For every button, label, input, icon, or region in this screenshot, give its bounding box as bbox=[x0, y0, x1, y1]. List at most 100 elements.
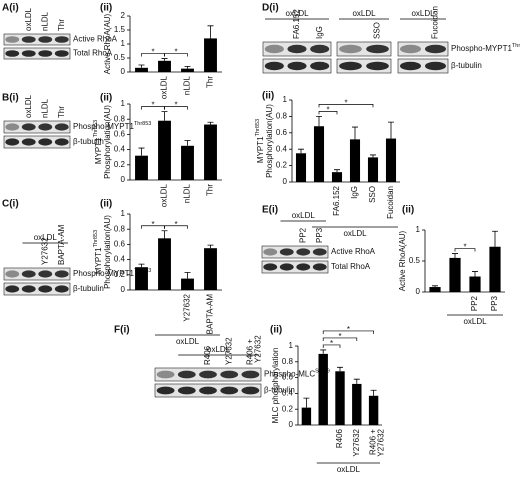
blot-band bbox=[54, 123, 69, 131]
significance-bracket bbox=[454, 248, 476, 252]
blot-row-label-text: β-tubulin bbox=[451, 61, 482, 70]
x-tick-label-line: R406 + bbox=[369, 429, 378, 455]
blot-band bbox=[287, 44, 307, 54]
blot-band bbox=[339, 44, 362, 54]
error-bar bbox=[207, 25, 214, 39]
y-axis-label: Phosphorylation(AU) bbox=[265, 104, 274, 178]
y-axis-label-sup: Thr853 bbox=[93, 120, 99, 137]
x-tick-label: IgG bbox=[350, 186, 359, 199]
y-tick-label: 0.5 bbox=[409, 256, 421, 265]
blot-band bbox=[310, 61, 330, 71]
significance-bracket bbox=[318, 104, 374, 108]
blot-band bbox=[425, 61, 446, 71]
y-axis-label: MYPT1Thr853 bbox=[93, 120, 103, 164]
panel-label: (ii) bbox=[100, 199, 112, 210]
significance-star: * bbox=[174, 101, 177, 110]
lane-label: FA6.152 bbox=[292, 9, 301, 39]
lane-label: PP2 bbox=[298, 227, 307, 243]
x-tick-label: BAPTA-AM bbox=[206, 294, 215, 335]
error-bar bbox=[184, 272, 191, 279]
blot-band bbox=[21, 270, 36, 278]
significance-star: * bbox=[151, 101, 154, 110]
x-tick-label: Y27632 bbox=[352, 428, 361, 456]
blot-band bbox=[366, 44, 389, 54]
blot-band bbox=[21, 123, 36, 131]
blot-band bbox=[38, 36, 53, 43]
x-tick-label: SSO bbox=[368, 186, 377, 203]
y-axis-label: MYPT1Thr853 bbox=[255, 119, 265, 163]
blot-band bbox=[263, 248, 278, 256]
blot-band bbox=[21, 36, 36, 43]
blot-row-label-text: Total RhoA bbox=[331, 262, 371, 271]
blot-row-label: Total RhoA bbox=[73, 49, 113, 58]
significance-star: * bbox=[344, 99, 347, 108]
panel-label: F(i) bbox=[114, 325, 130, 336]
blot-band bbox=[177, 370, 196, 379]
y-axis-label-sup: Thr853 bbox=[93, 230, 99, 247]
blot-band bbox=[241, 386, 260, 395]
blot-band bbox=[312, 248, 327, 256]
significance-bracket bbox=[318, 111, 338, 115]
error-bar bbox=[138, 64, 145, 68]
y-tick-label: 0 bbox=[121, 67, 126, 76]
blot-band bbox=[5, 285, 20, 293]
y-tick-label: 1 bbox=[416, 225, 421, 234]
y-tick-label: 1 bbox=[121, 39, 126, 48]
y-tick-label: 2 bbox=[121, 11, 126, 20]
blot-band bbox=[310, 44, 330, 54]
bar bbox=[449, 257, 461, 292]
blot-strip bbox=[3, 267, 71, 281]
y-tick-label: 0.2 bbox=[114, 160, 126, 169]
blot-band bbox=[400, 61, 421, 71]
y-axis-label: MYPT1Thr853 bbox=[93, 230, 103, 274]
y-axis-label-text: MYPT1 bbox=[94, 137, 103, 164]
blot-band bbox=[264, 44, 284, 54]
bar bbox=[204, 124, 217, 180]
blot-band bbox=[21, 285, 36, 293]
significance-star: * bbox=[174, 220, 177, 229]
blot-row-label-text: β-tubulin bbox=[73, 137, 104, 146]
y-tick-label: 0.8 bbox=[276, 112, 288, 121]
x-tick-label: R406 bbox=[335, 428, 344, 448]
bar bbox=[469, 276, 481, 292]
error-bar bbox=[161, 58, 168, 61]
significance-star: * bbox=[347, 325, 350, 334]
bar bbox=[204, 248, 217, 290]
blot-band bbox=[296, 248, 311, 256]
blot-band bbox=[54, 36, 69, 43]
bar bbox=[335, 371, 345, 425]
bar bbox=[352, 383, 362, 425]
blot-band bbox=[38, 138, 53, 146]
blot-band bbox=[199, 386, 217, 395]
bar bbox=[318, 353, 328, 425]
blot-band bbox=[54, 50, 69, 57]
blot-band bbox=[38, 123, 53, 131]
blot-strip bbox=[261, 245, 329, 259]
y-axis-label-sup: Thr853 bbox=[255, 119, 261, 136]
blot-row-label: Phospho-MYPT1Thr853 bbox=[451, 43, 520, 53]
y-axis-label-text: Phosphorylation(AU) bbox=[265, 104, 274, 178]
bar bbox=[367, 157, 379, 182]
y-tick-label: 0 bbox=[283, 177, 288, 186]
error-bar bbox=[337, 366, 343, 372]
group-label: oxLDL bbox=[207, 345, 231, 354]
blot-band bbox=[279, 263, 294, 271]
significance-star: * bbox=[174, 48, 177, 57]
error-bar bbox=[138, 147, 145, 156]
error-bar bbox=[452, 253, 458, 258]
error-bar bbox=[388, 121, 394, 139]
blot-row-label-sup: Thr853 bbox=[134, 121, 151, 127]
blot-band bbox=[241, 370, 260, 379]
bar bbox=[295, 153, 307, 182]
y-axis-label: MLC phosphorylation bbox=[271, 348, 280, 424]
x-tick-label: FA6.152 bbox=[332, 185, 341, 215]
y-axis-label-text: Phosphorylation(AU) bbox=[103, 215, 112, 289]
error-bar bbox=[161, 111, 168, 121]
error-bar bbox=[316, 116, 322, 127]
blot-row-label: Total RhoA bbox=[331, 262, 371, 271]
blot-band bbox=[279, 248, 294, 256]
lane-label-line: R406 + bbox=[246, 339, 255, 365]
x-tick-label: Thr bbox=[206, 184, 215, 196]
blot-band bbox=[54, 138, 69, 146]
group-label: oxLDL bbox=[292, 211, 316, 220]
